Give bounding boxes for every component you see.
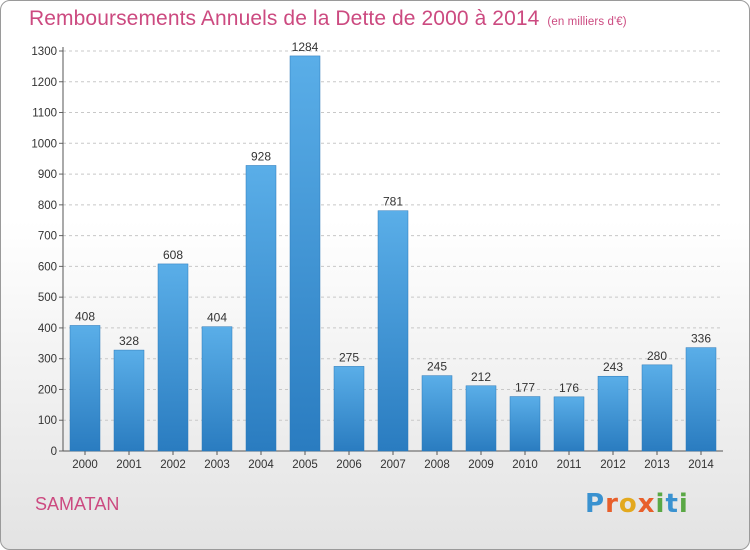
- bar-2004: [245, 165, 277, 452]
- x-tick-label: 2005: [292, 459, 318, 471]
- data-label: 781: [383, 195, 403, 209]
- x-tick-label: 2010: [512, 459, 538, 471]
- bar-2005: [289, 55, 321, 452]
- bar-2010: [509, 396, 541, 452]
- y-tick-label: 700: [38, 231, 57, 243]
- data-label: 212: [471, 370, 491, 384]
- y-tick-label: 900: [38, 169, 57, 181]
- y-tick-label: 0: [51, 446, 57, 458]
- chart-unit-note: (en milliers d'€): [547, 16, 627, 28]
- data-label: 176: [559, 381, 579, 395]
- y-tick-label: 1200: [31, 77, 57, 89]
- bar-2000: [69, 325, 101, 452]
- y-tick-label: 1100: [32, 108, 57, 120]
- bar-2013: [641, 364, 673, 452]
- x-tick-label: 2001: [116, 459, 142, 471]
- data-label: 608: [163, 248, 183, 262]
- y-tick-label: 400: [38, 323, 57, 335]
- data-label: 280: [647, 349, 667, 363]
- data-label: 243: [603, 360, 623, 374]
- x-tick-label: 2014: [688, 459, 714, 471]
- bars: [69, 55, 717, 452]
- bar-2003: [201, 326, 233, 452]
- bar-2002: [157, 263, 189, 452]
- bar-2008: [421, 375, 453, 452]
- bar-2006: [333, 366, 365, 452]
- y-tick-label: 100: [38, 415, 57, 427]
- x-tick-label: 2003: [204, 459, 230, 471]
- x-tick-label: 2007: [380, 459, 406, 471]
- x-tick-label: 2006: [336, 459, 362, 471]
- x-tick-label: 2004: [248, 459, 274, 471]
- data-label: 177: [515, 381, 535, 395]
- bar-2012: [597, 375, 629, 452]
- data-label: 928: [251, 149, 271, 163]
- data-label: 328: [119, 334, 139, 348]
- data-label: 1284: [292, 40, 319, 54]
- data-label: 275: [339, 350, 359, 364]
- x-tick-label: 2000: [72, 459, 98, 471]
- y-tick-label: 600: [38, 261, 57, 273]
- city-name: SAMATAN: [35, 494, 120, 514]
- x-tick-label: 2011: [557, 459, 582, 471]
- y-tick-label: 200: [38, 384, 57, 396]
- y-tick-label: 500: [38, 292, 57, 304]
- y-tick-label: 800: [38, 200, 57, 212]
- data-label: 245: [427, 360, 447, 374]
- y-tick-label: 1300: [31, 46, 57, 58]
- data-label: 336: [691, 332, 711, 346]
- chart-title: Remboursements Annuels de la Dette de 20…: [29, 7, 627, 31]
- bar-2011: [553, 396, 585, 452]
- x-tick-label: 2013: [644, 459, 670, 471]
- labels: 408 2000 328 2001 608 2002 404 2003 928 2004 1284 2…: [72, 40, 714, 471]
- x-tick-label: 2009: [468, 459, 494, 471]
- bar-2001: [113, 349, 145, 452]
- data-label: 408: [75, 309, 95, 323]
- bar-2009: [465, 385, 497, 452]
- proxiti-logo: Proxiti: [585, 489, 689, 519]
- y-tick-label: 300: [38, 354, 57, 366]
- x-tick-label: 2012: [600, 459, 626, 471]
- bar-2007: [377, 210, 409, 452]
- chart-title-text: Remboursements Annuels de la Dette de 20…: [29, 7, 540, 30]
- bar-2014: [685, 347, 717, 452]
- x-tick-label: 2008: [424, 459, 450, 471]
- y-tick-label: 1000: [31, 138, 57, 150]
- x-tick-label: 2002: [160, 459, 186, 471]
- data-label: 404: [207, 311, 227, 325]
